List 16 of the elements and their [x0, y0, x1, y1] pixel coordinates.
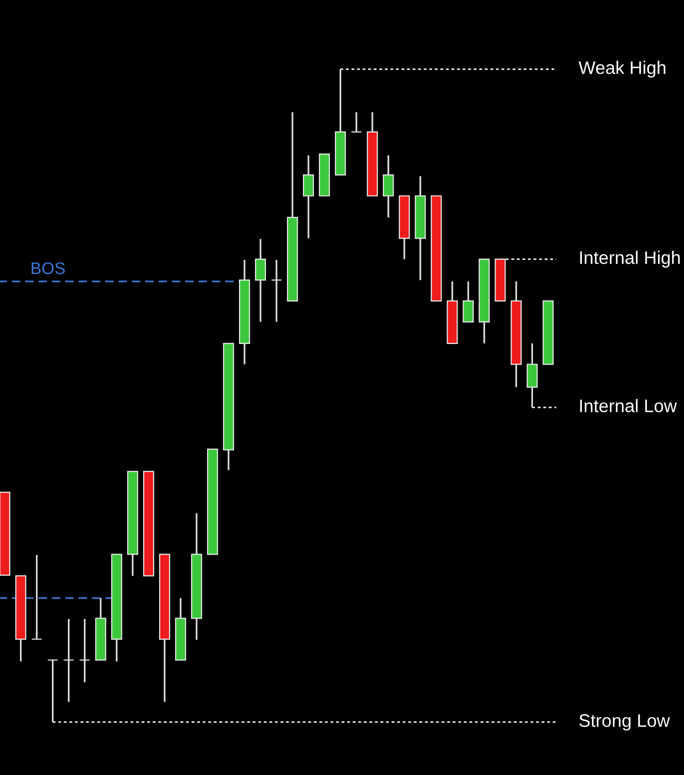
candlestick [270, 259, 282, 323]
ref-line-label: Internal High [580, 250, 680, 268]
ref-line-label: BOS [32, 262, 65, 274]
candlestick [63, 618, 74, 703]
ref-line-label: Strong Low [579, 714, 670, 731]
candlestick [350, 111, 362, 133]
candlestick [47, 659, 58, 723]
ref-line-label: Internal Low [580, 399, 677, 412]
ref-line-label: Weak High [578, 60, 666, 78]
candlestick [31, 554, 42, 640]
candlestick [254, 238, 266, 323]
candlestick [302, 154, 314, 240]
candlestick [79, 618, 90, 684]
candlestick [526, 342, 538, 408]
candlestick [462, 280, 474, 323]
candlestick [382, 154, 394, 218]
